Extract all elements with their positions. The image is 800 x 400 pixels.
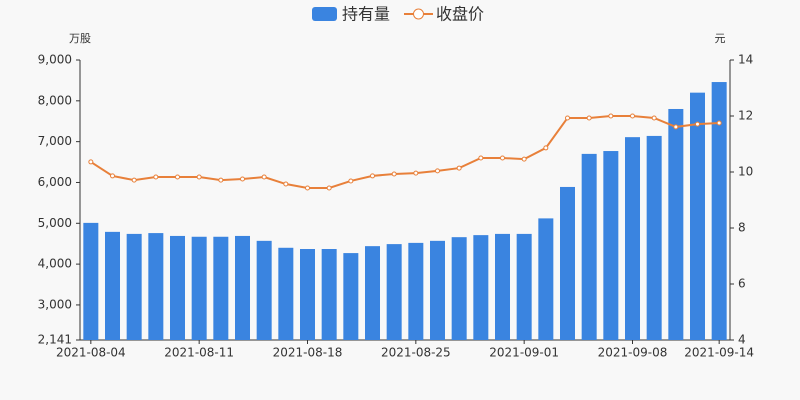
line-point xyxy=(153,174,159,180)
line-point xyxy=(88,159,94,165)
bar xyxy=(495,233,510,340)
y-tick-label: 7,000 xyxy=(38,134,72,148)
bar xyxy=(560,186,575,340)
bar xyxy=(603,151,619,340)
bar xyxy=(516,233,532,340)
bar xyxy=(581,153,597,340)
x-tick-label: 2021-08-18 xyxy=(273,346,343,360)
bar xyxy=(278,247,294,340)
x-tick-label: 2021-08-25 xyxy=(381,346,451,360)
bar xyxy=(148,233,164,340)
y-axis-unit: 万股 xyxy=(69,32,91,45)
line-point xyxy=(608,113,614,119)
bar xyxy=(473,235,489,340)
bar xyxy=(105,231,120,340)
line-point xyxy=(565,115,570,121)
bar xyxy=(408,242,424,340)
bar xyxy=(690,92,705,340)
line-point xyxy=(478,155,484,161)
line-point xyxy=(261,174,267,180)
line xyxy=(90,115,720,189)
line-point xyxy=(695,121,700,127)
line-point xyxy=(175,174,180,180)
y2-tick-label: 6 xyxy=(738,277,746,291)
line-point xyxy=(196,174,202,180)
bar xyxy=(451,237,467,340)
line-point xyxy=(435,168,440,174)
line-point xyxy=(391,171,397,177)
line-point xyxy=(218,177,224,183)
line-point xyxy=(305,185,310,191)
bar xyxy=(235,235,250,340)
y2-tick-label: 10 xyxy=(738,165,753,179)
bar xyxy=(126,233,142,340)
bar xyxy=(430,240,445,340)
line-point xyxy=(500,155,505,161)
x-tick-label: 2021-08-11 xyxy=(164,346,234,360)
line-point xyxy=(283,181,289,187)
x-tick-label: 2021-08-04 xyxy=(56,346,126,360)
y-tick-label: 3,000 xyxy=(38,297,72,311)
bar xyxy=(83,222,99,340)
line-point xyxy=(456,165,462,171)
line-point xyxy=(543,145,549,151)
bar xyxy=(711,82,727,340)
legend-swatch xyxy=(413,8,424,20)
bar xyxy=(191,236,207,340)
bar xyxy=(256,240,272,340)
bar xyxy=(213,236,229,340)
line-point xyxy=(716,120,722,126)
bar xyxy=(625,137,640,340)
line-point xyxy=(110,173,115,179)
x-tick-label: 2021-09-01 xyxy=(489,346,559,360)
y2-axis-unit: 元 xyxy=(715,32,726,45)
bar xyxy=(343,253,359,340)
legend-label: 持有量 xyxy=(342,5,390,24)
y-tick-label: 2,141 xyxy=(38,333,72,347)
bar xyxy=(321,249,337,340)
line-point xyxy=(651,115,657,121)
bar xyxy=(646,135,662,340)
bar xyxy=(170,235,185,340)
line-point xyxy=(521,156,527,162)
y-tick-label: 5,000 xyxy=(38,216,72,230)
line-point xyxy=(630,113,635,119)
bar xyxy=(538,218,554,340)
bar xyxy=(386,244,402,340)
legend-swatch xyxy=(312,7,337,21)
y-tick-label: 4,000 xyxy=(38,257,72,271)
line-point xyxy=(326,185,332,191)
line-point xyxy=(673,124,679,130)
y-tick-label: 8,000 xyxy=(38,93,72,107)
bar xyxy=(365,246,380,340)
line-point xyxy=(413,170,419,176)
line-point xyxy=(131,177,137,183)
bar xyxy=(668,108,684,341)
y2-tick-label: 8 xyxy=(738,221,746,235)
y2-tick-label: 14 xyxy=(738,53,753,67)
y-tick-label: 6,000 xyxy=(38,175,72,189)
y2-tick-label: 12 xyxy=(738,109,753,123)
x-tick-label: 2021-09-14 xyxy=(684,346,754,360)
line-point xyxy=(370,173,375,179)
y2-tick-label: 4 xyxy=(738,333,746,347)
x-tick-label: 2021-09-08 xyxy=(598,346,668,360)
y-tick-label: 9,000 xyxy=(38,53,72,67)
line-point xyxy=(586,115,592,121)
legend-label: 收盘价 xyxy=(436,5,484,24)
line-point xyxy=(240,176,245,182)
line-point xyxy=(348,178,354,184)
bar xyxy=(300,249,315,340)
